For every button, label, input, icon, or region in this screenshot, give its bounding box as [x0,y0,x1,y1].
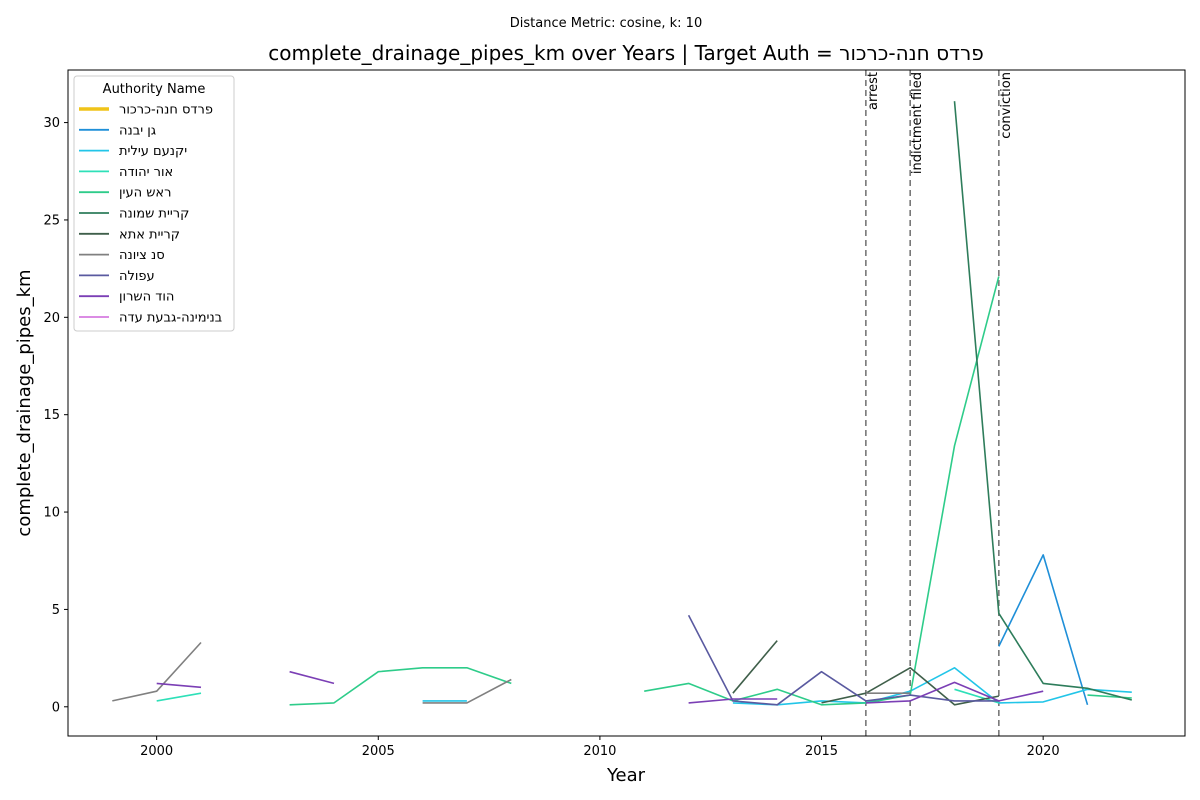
legend: Authority Name פרדס חנה-כרכור גן יבנה יקנע… [73,75,235,332]
legend-label: עפולה [119,269,155,284]
legend-box [73,75,235,332]
series-line-4 [644,276,1000,706]
y-tick-label: 25 [43,213,60,228]
x-axis-label: Year [606,765,646,786]
y-tick-label: 20 [43,311,60,326]
y-tick-label: 10 [43,506,60,521]
legend-label: יקנעם עילית [119,144,187,159]
legend-label: גן יבנה [119,123,156,138]
series-line-1 [998,554,1089,706]
x-tick-label: 2000 [140,744,173,759]
legend-label: פרדס חנה-כרכור [119,103,213,118]
x-tick-label: 2020 [1027,744,1060,759]
legend-label: הוד השרון [119,290,174,305]
x-tick-label: 2005 [362,744,395,759]
event-lines: arrest indictment filed conviction [865,70,1014,736]
y-tick-label: 0 [52,700,60,715]
series-line-3 [156,692,202,702]
legend-title: Authority Name [103,82,206,97]
chart-title: complete_drainage_pipes_km over Years | … [268,41,984,65]
legend-label: קריית אתא [119,227,180,242]
x-tick-label: 2010 [583,744,616,759]
y-axis-label: complete_drainage_pipes_km [14,269,35,536]
legend-label: ראש העין [119,186,171,201]
series-line-6 [732,640,778,694]
series-line-2 [732,666,1132,706]
event-label: indictment filed [910,72,925,174]
x-axis: 2000 2005 2010 2015 2020 [140,736,1060,759]
event-label: arrest [866,72,881,110]
legend-label: קריית שמונה [119,207,189,222]
series-line-8 [687,614,999,706]
plot-frame [67,69,1186,737]
legend-label: סנ ציונה [119,248,165,263]
chart-suptitle: Distance Metric: cosine, k: 10 [510,16,702,31]
y-axis: 0 5 10 15 20 25 30 [43,116,68,715]
legend-label: בנימינה-גבעת עדה [119,311,222,326]
series-lines [112,101,1133,706]
series-line-9 [688,698,778,704]
series-line-6 [821,666,999,706]
event-label: conviction [999,72,1014,139]
legend-label: אור יהודה [119,165,173,180]
series-line-9 [156,682,202,689]
plot-area [68,70,1185,736]
x-tick-label: 2015 [805,744,838,759]
series-line-9 [289,670,335,685]
series-line-9 [865,681,1044,704]
series-line-5 [953,101,1133,701]
series-line-4 [289,666,512,706]
series-line-7 [112,641,202,702]
y-tick-label: 15 [43,408,60,423]
y-tick-label: 30 [43,116,60,131]
series-line-7 [422,678,512,704]
y-tick-label: 5 [52,603,60,618]
